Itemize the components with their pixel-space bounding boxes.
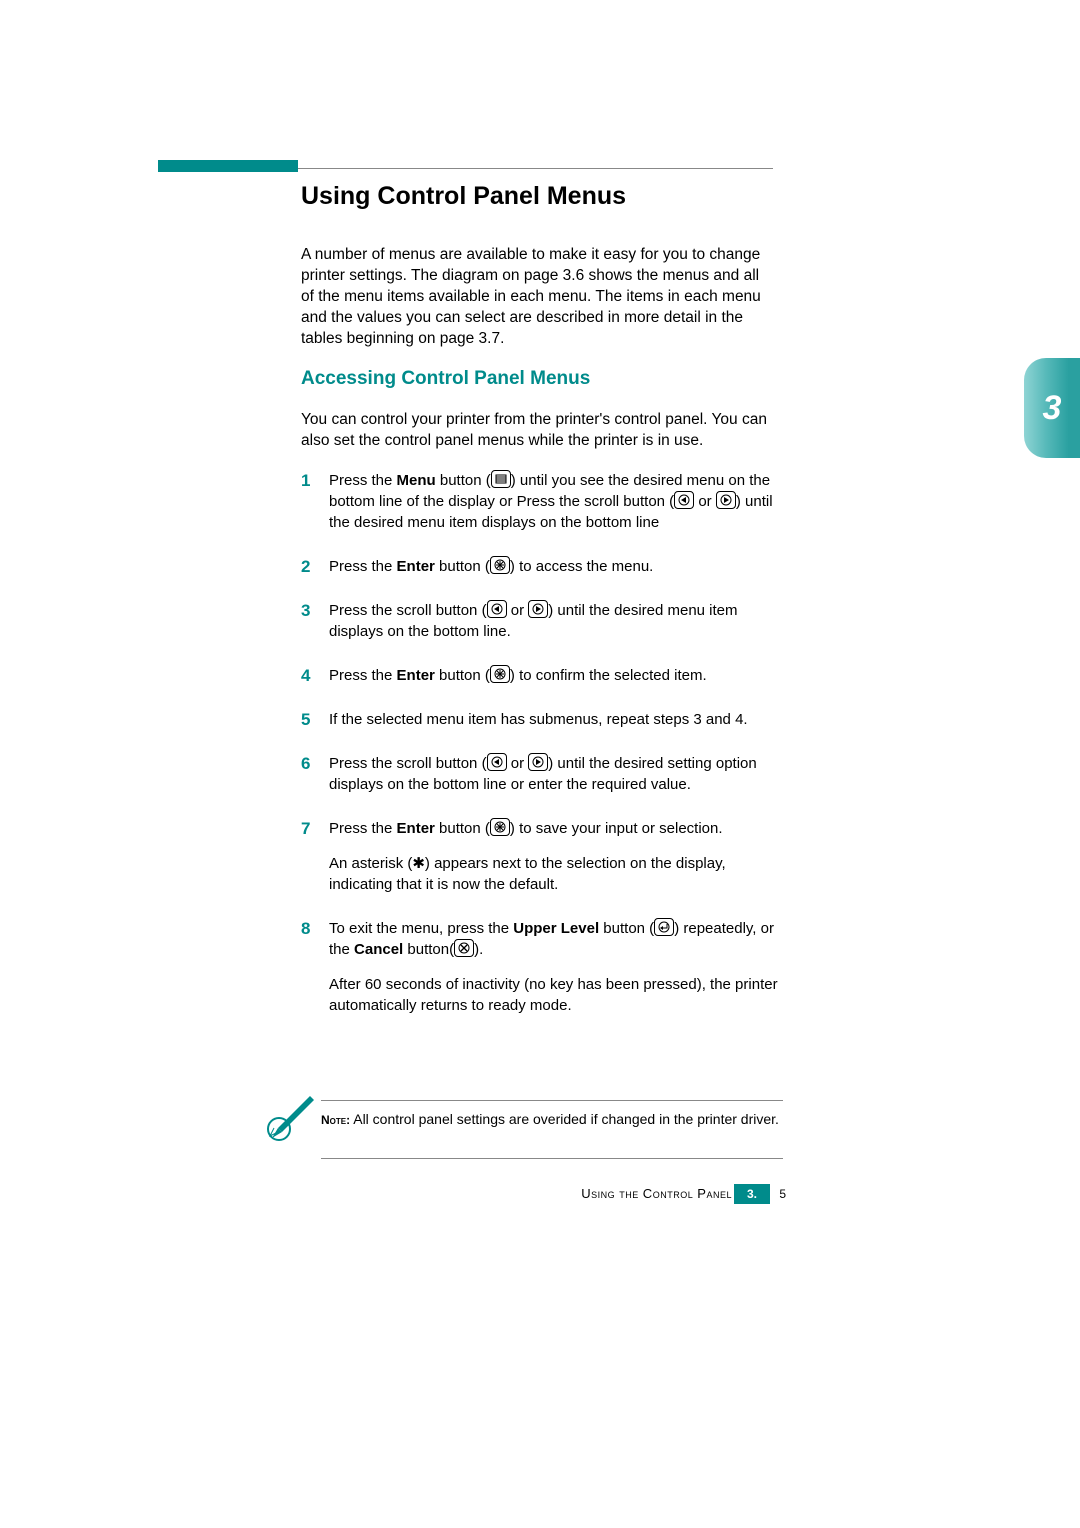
- step-number: 7: [301, 818, 321, 839]
- steps-list: 1 Press the Menu button () until you see …: [301, 470, 786, 1039]
- step-item: 6 Press the scroll button ( or ) until th…: [301, 753, 786, 795]
- page-footer: Using the Control Panel 3. 5: [301, 1184, 786, 1214]
- enter-icon: [490, 556, 510, 574]
- upper-level-icon: [654, 918, 674, 936]
- text-run: Press the: [329, 472, 397, 489]
- text-run: button (: [436, 472, 491, 489]
- step-item: 8 To exit the menu, press the Upper Level…: [301, 918, 786, 1016]
- bold-text: Cancel: [354, 941, 403, 958]
- section-intro: You can control your printer from the pr…: [301, 409, 781, 451]
- step-text: Press the scroll button ( or ) until the…: [329, 600, 778, 642]
- step-number: 4: [301, 665, 321, 686]
- text-run: button(: [403, 941, 454, 958]
- step-number: 8: [301, 918, 321, 939]
- step-number: 3: [301, 600, 321, 621]
- text-run: Press the scroll button (: [329, 602, 487, 619]
- footer-text: Using the Control Panel: [581, 1186, 732, 1201]
- text-run: ) to save your input or selection.: [510, 820, 723, 837]
- text-run: or: [694, 493, 716, 510]
- text-run: button (: [435, 667, 490, 684]
- text-run: Press the scroll button (: [329, 755, 487, 772]
- chapter-tab-label: 3: [1024, 358, 1080, 458]
- cancel-icon: [454, 939, 474, 957]
- note-label: Note:: [321, 1113, 350, 1127]
- step-item: 1 Press the Menu button () until you see …: [301, 470, 786, 533]
- footer-page-number: 5: [779, 1184, 786, 1204]
- left-arrow-icon: [674, 491, 694, 509]
- right-arrow-icon: [528, 753, 548, 771]
- bold-text: Enter: [397, 820, 435, 837]
- bold-text: Upper Level: [513, 920, 599, 937]
- step-number: 1: [301, 470, 321, 491]
- header-thin-rule: [298, 168, 773, 169]
- step-extra-text: After 60 seconds of inactivity (no key h…: [329, 974, 778, 1016]
- left-arrow-icon: [487, 600, 507, 618]
- step-item: 3 Press the scroll button ( or ) until th…: [301, 600, 786, 642]
- header-accent-rule: [158, 160, 298, 172]
- text-run: Press the: [329, 820, 397, 837]
- step-text: Press the Menu button () until you see t…: [329, 470, 778, 533]
- step-text: Press the scroll button ( or ) until the…: [329, 753, 778, 795]
- step-extra-text: An asterisk (✱) appears next to the sele…: [329, 853, 778, 895]
- note-rule-bottom: [321, 1158, 783, 1159]
- text-run: button (: [435, 558, 490, 575]
- step-text: Press the Enter button ( ) to save your i…: [329, 818, 778, 839]
- step-text: To exit the menu, press the Upper Level …: [329, 918, 778, 960]
- bold-text: Enter: [397, 558, 435, 575]
- text-run: Press the: [329, 667, 397, 684]
- text-run: To exit the menu, press the: [329, 920, 513, 937]
- intro-paragraph: A number of menus are available to make …: [301, 244, 776, 349]
- step-item: 4 Press the Enter button ( ) to confirm th…: [301, 665, 786, 686]
- step-text: Press the Enter button ( ) to confirm the…: [329, 665, 778, 686]
- left-arrow-icon: [487, 753, 507, 771]
- text-run: button (: [435, 820, 490, 837]
- step-item: 5 If the selected menu item has submenus,…: [301, 709, 786, 730]
- right-arrow-icon: [716, 491, 736, 509]
- footer-chapter-badge: 3.: [734, 1184, 770, 1204]
- text-run: or: [507, 755, 529, 772]
- page-title: Using Control Panel Menus: [301, 182, 626, 211]
- text-run: or: [507, 602, 529, 619]
- enter-icon: [490, 818, 510, 836]
- text-run: Press the: [329, 558, 397, 575]
- step-number: 5: [301, 709, 321, 730]
- step-number: 2: [301, 556, 321, 577]
- bold-text: Menu: [397, 472, 436, 489]
- step-number: 6: [301, 753, 321, 774]
- text-run: button (: [599, 920, 654, 937]
- note-body: All control panel settings are overided …: [350, 1111, 779, 1127]
- bold-text: Enter: [397, 667, 435, 684]
- section-title: Accessing Control Panel Menus: [301, 368, 590, 390]
- step-text: If the selected menu item has submenus, …: [329, 709, 778, 730]
- note-text: Note: All control panel settings are ove…: [321, 1110, 783, 1130]
- right-arrow-icon: [528, 600, 548, 618]
- step-text: Press the Enter button ( ) to access the …: [329, 556, 778, 577]
- note-rule-top: [321, 1100, 783, 1101]
- step-item: 2 Press the Enter button ( ) to access the…: [301, 556, 786, 577]
- document-page: Using Control Panel Menus A number of me…: [0, 0, 1080, 1528]
- text-run: ).: [474, 941, 483, 958]
- enter-icon: [490, 665, 510, 683]
- text-run: ) to access the menu.: [510, 558, 653, 575]
- text-run: If the selected menu item has submenus, …: [329, 711, 748, 728]
- menu-icon: [491, 470, 511, 488]
- note-marker-icon: [266, 1088, 320, 1147]
- text-run: ) to confirm the selected item.: [510, 667, 707, 684]
- step-item: 7 Press the Enter button ( ) to save your …: [301, 818, 786, 895]
- chapter-tab: 3: [1024, 358, 1080, 458]
